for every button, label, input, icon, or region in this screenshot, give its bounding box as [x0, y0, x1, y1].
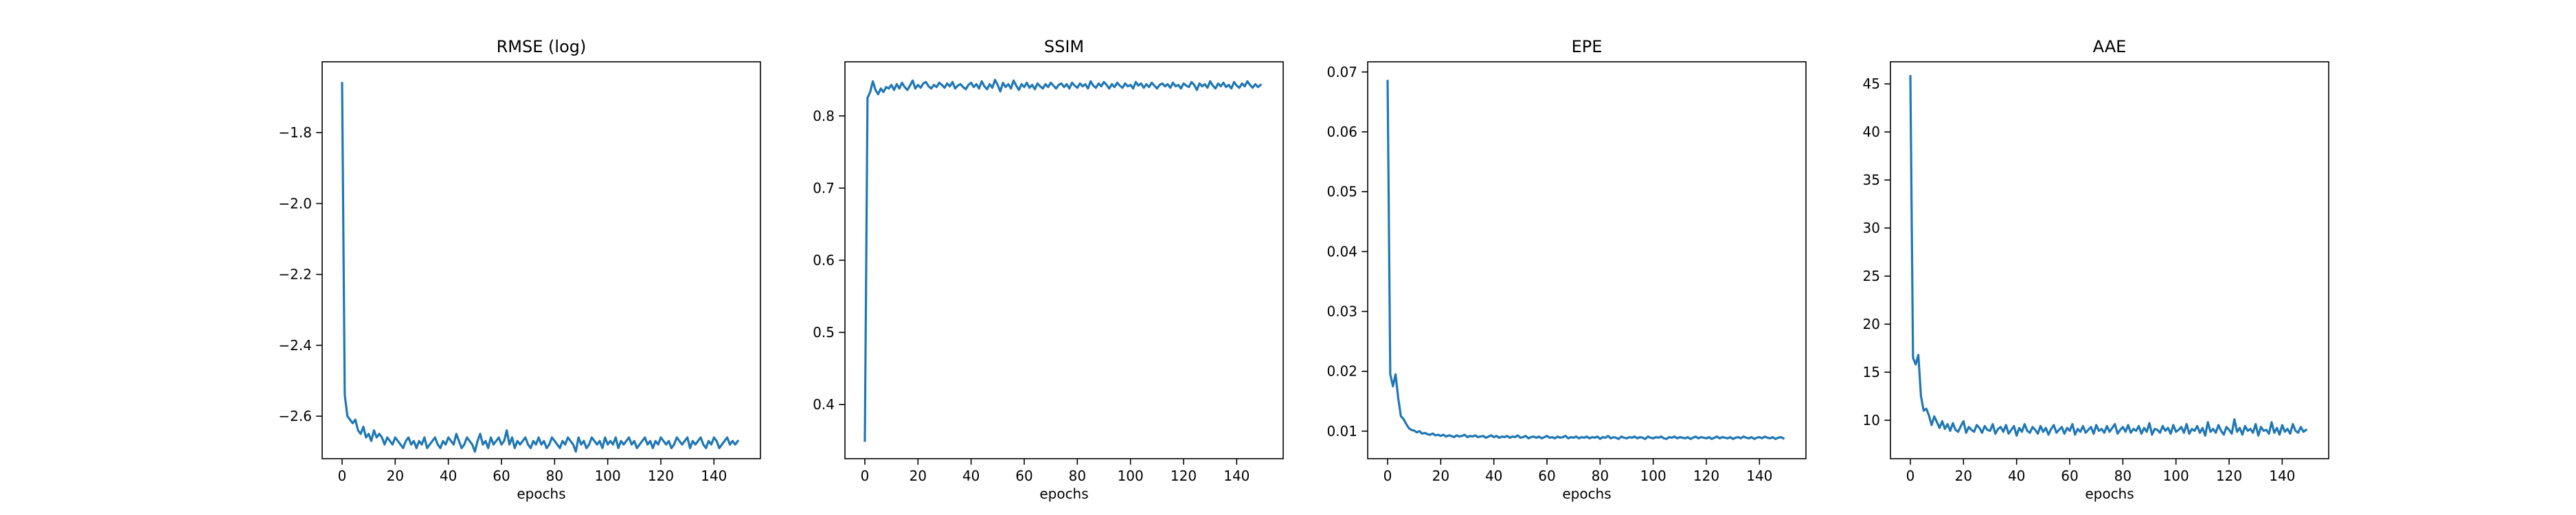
y-tick-label: 0.04: [1326, 243, 1357, 260]
x-axis-label: epochs: [517, 485, 565, 502]
y-tick-label: 0.8: [813, 108, 835, 124]
y-tick-label: 15: [1863, 364, 1880, 380]
plot-frame: [844, 61, 1284, 459]
x-axis-label: epochs: [2085, 485, 2134, 502]
x-tick-label: 0: [338, 468, 347, 484]
y-tick-label: 0.01: [1326, 423, 1357, 439]
y-tick-label: −2.4: [278, 337, 312, 354]
subplot-4: AAE 0 20 40 60 80 100 120 140 10 15 20 25 30 35 40 45 epo…: [1863, 37, 2329, 502]
x-tick-label: 140: [701, 468, 727, 484]
x-tick-label: 40: [440, 468, 457, 484]
x-tick-label: 120: [1693, 468, 1719, 484]
x-tick-label: 0: [1906, 468, 1915, 484]
plot-frame: [1367, 61, 1807, 459]
series-line: [863, 78, 1263, 442]
y-tick-label: 0.7: [813, 180, 835, 196]
y-tick-label: 40: [1863, 124, 1880, 140]
x-tick-label: 120: [648, 468, 674, 484]
x-tick-label: 60: [2061, 468, 2078, 484]
x-tick-label: 100: [1118, 468, 1144, 484]
x-tick-label: 40: [962, 468, 980, 484]
x-axis-label: epochs: [1562, 485, 1611, 502]
plot-frame: [1890, 61, 2329, 459]
x-tick-label: 0: [861, 468, 870, 484]
subplot-2: SSIM 0 20 40 60 80 100 120 140 0.4 0.5 0.6 0.7 0.8 epo…: [813, 37, 1284, 502]
y-tick-label: −2.6: [278, 408, 312, 424]
x-tick-label: 40: [2008, 468, 2025, 484]
series-line: [1909, 75, 2308, 437]
x-tick-label: 60: [493, 468, 510, 484]
x-tick-label: 140: [1746, 468, 1772, 484]
y-tick-label: 20: [1863, 316, 1880, 332]
y-tick-label: 0.6: [813, 252, 835, 268]
y-tick-label: 45: [1863, 76, 1880, 92]
subplot-title: EPE: [1572, 37, 1603, 56]
x-tick-label: 120: [1171, 468, 1197, 484]
x-tick-label: 80: [1069, 468, 1086, 484]
series-line: [1386, 80, 1785, 440]
subplot-title: AAE: [2093, 37, 2127, 56]
y-tick-label: 0.06: [1326, 124, 1357, 140]
subplot-3: EPE 0 20 40 60 80 100 120 140 0.01 0.02 0.03 0.04 0.0…: [1326, 37, 1807, 502]
x-tick-label: 80: [546, 468, 563, 484]
subplot-title: RMSE (log): [497, 37, 587, 56]
x-tick-label: 80: [1592, 468, 1609, 484]
subplot-1: RMSE (log) 0 20 40 60 80 100 120 140 −2.6 −2.4 −2.2…: [278, 37, 761, 502]
y-tick-label: 30: [1863, 220, 1880, 236]
x-tick-label: 20: [387, 468, 404, 484]
x-tick-label: 20: [1955, 468, 1972, 484]
plot-frame: [321, 61, 761, 459]
x-tick-label: 60: [1538, 468, 1555, 484]
y-tick-label: 0.5: [813, 324, 835, 341]
x-tick-label: 0: [1383, 468, 1392, 484]
y-tick-label: −2.2: [278, 266, 312, 283]
x-tick-label: 100: [595, 468, 621, 484]
y-tick-label: −2.0: [278, 195, 312, 211]
subplot-title: SSIM: [1044, 37, 1084, 56]
x-tick-label: 140: [1223, 468, 1250, 484]
y-tick-label: 10: [1863, 412, 1880, 428]
x-axis-label: epochs: [1039, 485, 1088, 502]
series-line: [341, 82, 740, 453]
y-tick-label: 25: [1863, 268, 1880, 284]
y-tick-label: 0.4: [813, 396, 835, 413]
x-tick-label: 140: [2269, 468, 2295, 484]
x-tick-label: 100: [2163, 468, 2189, 484]
x-tick-label: 120: [2216, 468, 2242, 484]
x-tick-label: 20: [1432, 468, 1449, 484]
x-tick-label: 100: [1640, 468, 1667, 484]
x-tick-label: 40: [1485, 468, 1502, 484]
y-tick-label: −1.8: [278, 124, 312, 141]
y-tick-label: 0.05: [1326, 183, 1357, 200]
y-tick-label: 35: [1863, 172, 1880, 188]
y-tick-label: 0.02: [1326, 363, 1357, 380]
y-tick-label: 0.07: [1326, 64, 1357, 80]
y-tick-label: 0.03: [1326, 304, 1357, 320]
x-tick-label: 60: [1015, 468, 1032, 484]
x-tick-label: 80: [2114, 468, 2132, 484]
x-tick-label: 20: [909, 468, 927, 484]
